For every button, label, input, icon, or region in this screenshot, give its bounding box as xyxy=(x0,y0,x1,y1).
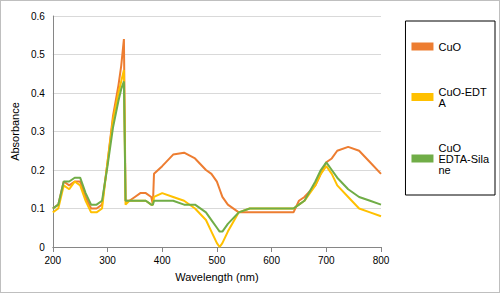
svg-text:300: 300 xyxy=(99,255,116,266)
svg-text:0.3: 0.3 xyxy=(31,126,45,137)
svg-text:0.4: 0.4 xyxy=(31,88,45,99)
svg-text:200: 200 xyxy=(44,255,61,266)
svg-text:0.2: 0.2 xyxy=(31,165,45,176)
svg-text:0.1: 0.1 xyxy=(31,203,45,214)
svg-text:700: 700 xyxy=(318,255,335,266)
svg-text:CuO: CuO xyxy=(438,141,465,154)
svg-text:ne: ne xyxy=(438,164,450,176)
svg-text:500: 500 xyxy=(209,255,226,266)
svg-text:EDTA-Sila: EDTA-Sila xyxy=(438,152,489,165)
svg-text:Absorbance: Absorbance xyxy=(9,102,21,161)
svg-text:0.6: 0.6 xyxy=(31,11,45,22)
svg-text:CuO: CuO xyxy=(438,41,461,53)
svg-text:400: 400 xyxy=(154,255,171,266)
svg-text:800: 800 xyxy=(373,255,390,266)
svg-text:0.5: 0.5 xyxy=(31,49,45,60)
svg-text:A: A xyxy=(438,97,446,109)
svg-text:0: 0 xyxy=(39,242,45,253)
svg-text:600: 600 xyxy=(263,255,280,266)
svg-text:CuO-EDT: CuO-EDT xyxy=(438,85,487,98)
svg-text:Wavelength (nm): Wavelength (nm) xyxy=(175,271,258,283)
